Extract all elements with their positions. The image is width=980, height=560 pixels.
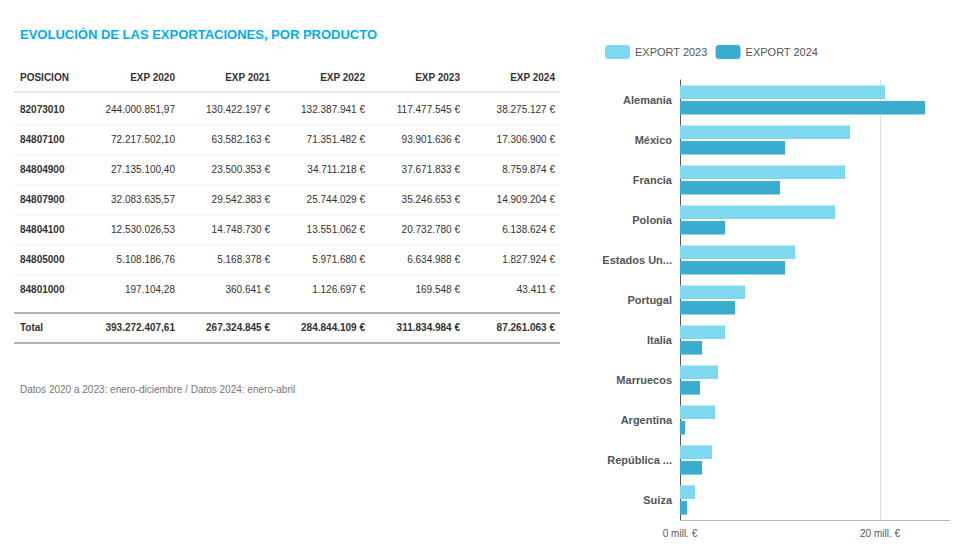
svg-text:72.217.502,10: 72.217.502,10: [111, 134, 175, 145]
svg-text:130.422.197 €: 130.422.197 €: [206, 104, 270, 115]
svg-text:197.104,28: 197.104,28: [125, 284, 175, 295]
svg-text:6.634.988 €: 6.634.988 €: [407, 254, 460, 265]
svg-text:93.901.636 €: 93.901.636 €: [402, 134, 461, 145]
svg-text:Datos 2024: enero-abril: Datos 2024: enero-abril: [191, 384, 296, 395]
svg-text:132.387.941 €: 132.387.941 €: [301, 104, 365, 115]
svg-text:14.909.204 €: 14.909.204 €: [497, 194, 556, 205]
svg-text:EVOLUCIÓN DE LAS EXPORTACIONES: EVOLUCIÓN DE LAS EXPORTACIONES, POR PROD…: [20, 27, 377, 42]
svg-text:EXP 2020: EXP 2020: [130, 72, 175, 83]
svg-text:México: México: [635, 134, 673, 146]
svg-text:17.306.900 €: 17.306.900 €: [497, 134, 556, 145]
svg-text:EXP 2024: EXP 2024: [510, 72, 555, 83]
svg-text:Italia: Italia: [647, 334, 673, 346]
svg-text:284.844.109 €: 284.844.109 €: [301, 322, 365, 333]
svg-text:POSICION: POSICION: [20, 72, 69, 83]
svg-text:169.548 €: 169.548 €: [416, 284, 461, 295]
svg-text:EXP 2021: EXP 2021: [225, 72, 270, 83]
svg-text:Francia: Francia: [633, 174, 673, 186]
svg-text:Alemania: Alemania: [623, 94, 673, 106]
svg-text:5.108.186,76: 5.108.186,76: [117, 254, 176, 265]
svg-text:82073010: 82073010: [20, 104, 65, 115]
svg-text:117.477.545 €: 117.477.545 €: [397, 104, 461, 115]
svg-text:35.246.653 €: 35.246.653 €: [402, 194, 461, 205]
svg-text:12.530.026,53: 12.530.026,53: [111, 224, 175, 235]
svg-text:EXPORT 2024: EXPORT 2024: [746, 46, 818, 58]
svg-text:EXP 2023: EXP 2023: [415, 72, 460, 83]
svg-text:360.641 €: 360.641 €: [226, 284, 271, 295]
svg-text:8.759.874 €: 8.759.874 €: [502, 164, 555, 175]
svg-text:20.732.780 €: 20.732.780 €: [402, 224, 461, 235]
svg-text:Marruecos: Marruecos: [616, 374, 672, 386]
svg-text:Polonia: Polonia: [632, 214, 673, 226]
svg-text:84807100: 84807100: [20, 134, 65, 145]
svg-text:Portugal: Portugal: [627, 294, 672, 306]
svg-text:6.138.624 €: 6.138.624 €: [502, 224, 555, 235]
svg-text:25.744.029 €: 25.744.029 €: [307, 194, 366, 205]
svg-text:63.582.163 €: 63.582.163 €: [212, 134, 271, 145]
svg-text:1.126.697 €: 1.126.697 €: [312, 284, 365, 295]
svg-text:1.827.924 €: 1.827.924 €: [502, 254, 555, 265]
svg-text:393.272.407,61: 393.272.407,61: [105, 322, 175, 333]
svg-text:84801000: 84801000: [20, 284, 65, 295]
svg-text:Suiza: Suiza: [643, 494, 673, 506]
svg-text:0 mill. €: 0 mill. €: [663, 528, 698, 539]
svg-text:20 mill. €: 20 mill. €: [860, 528, 900, 539]
svg-text:311.834.984 €: 311.834.984 €: [397, 322, 461, 333]
svg-text:5.168.378 €: 5.168.378 €: [217, 254, 270, 265]
svg-text:29.542.383 €: 29.542.383 €: [212, 194, 271, 205]
svg-text:84805000: 84805000: [20, 254, 65, 265]
svg-text:Estados Un...: Estados Un...: [602, 254, 672, 266]
svg-text:37.671.833 €: 37.671.833 €: [402, 164, 461, 175]
svg-text:EXP 2022: EXP 2022: [320, 72, 365, 83]
svg-text:38.275.127 €: 38.275.127 €: [497, 104, 556, 115]
svg-text:Argentina: Argentina: [621, 414, 673, 426]
svg-text:71.351.482 €: 71.351.482 €: [307, 134, 366, 145]
svg-text:Datos 2020 a 2023: enero-dicie: Datos 2020 a 2023: enero-diciembre /: [20, 384, 191, 395]
svg-text:84807900: 84807900: [20, 194, 65, 205]
svg-text:43.411 €: 43.411 €: [517, 284, 556, 295]
svg-text:República ...: República ...: [607, 454, 672, 466]
svg-text:27.135.100,40: 27.135.100,40: [111, 164, 175, 175]
svg-text:267.324.845 €: 267.324.845 €: [206, 322, 270, 333]
svg-text:EXPORT 2023: EXPORT 2023: [635, 46, 707, 58]
svg-text:84804100: 84804100: [20, 224, 65, 235]
svg-text:5.971.680 €: 5.971.680 €: [312, 254, 365, 265]
svg-text:13.551.062 €: 13.551.062 €: [307, 224, 366, 235]
svg-text:34.711.218 €: 34.711.218 €: [307, 164, 365, 175]
svg-text:14.748.730 €: 14.748.730 €: [212, 224, 271, 235]
svg-text:87.261.063 €: 87.261.063 €: [497, 322, 556, 333]
svg-text:32.083.635,57: 32.083.635,57: [111, 194, 175, 205]
svg-text:244.000.851,97: 244.000.851,97: [105, 104, 175, 115]
svg-text:84804900: 84804900: [20, 164, 65, 175]
svg-text:23.500.353 €: 23.500.353 €: [212, 164, 271, 175]
svg-text:Total: Total: [20, 322, 43, 333]
